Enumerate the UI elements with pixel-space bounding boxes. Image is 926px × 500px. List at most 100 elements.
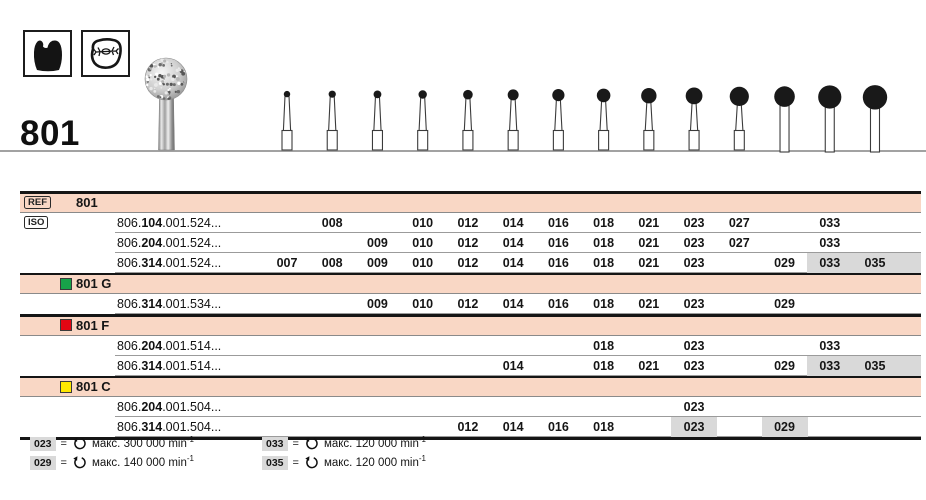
size-cell: 018: [581, 336, 627, 356]
size-cell: 033: [807, 233, 853, 253]
size-cell: 021: [626, 294, 672, 314]
iso-code-pre: 806.: [117, 216, 141, 230]
size-cell: 023: [671, 356, 717, 376]
size-cell: 033: [807, 253, 853, 273]
size-cell: 021: [626, 233, 672, 253]
size-cell: 016: [535, 253, 581, 273]
size-cell: 018: [581, 417, 627, 437]
iso-code-shank: 314: [141, 297, 162, 311]
size-cell: 029: [762, 294, 808, 314]
iso-code-row: 806.204.001.504... 023: [20, 397, 921, 417]
rotation-speed-icon: [72, 456, 87, 471]
size-cell: 014: [490, 294, 536, 314]
size-cell: 033: [807, 356, 853, 376]
catalog-page: 801 REF 801 ISO 806.: [0, 0, 926, 500]
iso-code-row: 806.204.001.514... 018 023 033: [20, 336, 921, 356]
size-cell: 033: [807, 336, 853, 356]
speed-value: макс. 120 000 min: [324, 438, 419, 450]
iso-code-shank: 314: [141, 256, 162, 270]
iso-code-post: .001.514...: [162, 339, 221, 353]
bur-icon: [818, 85, 841, 152]
section-title: 801 C: [76, 378, 111, 396]
size-cell: 009: [354, 233, 400, 253]
legend-item: 023 = макс. 300 000 min-1: [30, 436, 194, 452]
iso-code-row: ISO 806.104.001.524... 008 010 012 014 016 018 0…: [20, 213, 921, 233]
size-cell: 027: [716, 233, 762, 253]
size-cell: 012: [445, 417, 491, 437]
size-cell: 012: [445, 294, 491, 314]
equals-sign: =: [61, 438, 67, 450]
iso-code-row: 806.314.001.534... 009 010 012 014 016 018 021 0…: [20, 294, 921, 314]
size-cell: 021: [626, 356, 672, 376]
bur-icon: [774, 86, 795, 152]
size-cell: 023: [671, 336, 717, 356]
bur-icon: [508, 89, 519, 150]
iso-code-post: .001.524...: [162, 256, 221, 270]
size-cell: 009: [354, 294, 400, 314]
size-cell: 023: [671, 233, 717, 253]
speed-text: макс. 300 000 min-1: [92, 438, 194, 450]
speed-exponent: -1: [187, 454, 194, 463]
iso-code-shank: 204: [141, 339, 162, 353]
iso-code-row: 806.314.001.524... 007 008 009 010 012 014 016 0…: [20, 253, 921, 273]
iso-code-post: .001.504...: [162, 400, 221, 414]
size-cell: 021: [626, 253, 672, 273]
bur-icon: [597, 89, 611, 150]
iso-code-post: .001.534...: [162, 297, 221, 311]
speed-value: макс. 120 000 min: [324, 457, 419, 469]
grit-color-swatch: [60, 319, 72, 331]
size-cell: 023: [671, 294, 717, 314]
iso-code: 806.314.001.534...: [117, 294, 221, 314]
size-cell: 033: [807, 213, 853, 233]
speed-exponent: -1: [187, 435, 194, 444]
size-cell: 027: [716, 213, 762, 233]
equals-sign: =: [293, 457, 299, 469]
size-cell: 010: [400, 233, 446, 253]
iso-code-pre: 806.: [117, 359, 141, 373]
bur-icon: [641, 88, 656, 150]
iso-code: 806.314.001.504...: [117, 417, 221, 437]
size-cell: 008: [309, 213, 355, 233]
speed-exponent: -1: [419, 454, 426, 463]
iso-code: 806.204.001.504...: [117, 397, 221, 417]
size-cell: 029: [762, 417, 808, 437]
speed-value: макс. 140 000 min: [92, 457, 187, 469]
grit-color-swatch: [60, 278, 72, 290]
size-cell: 029: [762, 356, 808, 376]
size-cell: 010: [400, 253, 446, 273]
iso-code-row: 806.204.001.524... 009 010 012 014 016 018 021 0…: [20, 233, 921, 253]
size-cell: 008: [309, 253, 355, 273]
size-cell: 023: [671, 213, 717, 233]
size-table: REF 801 ISO 806.104.001.524... 008 010 012 014 0…: [20, 191, 921, 440]
equals-sign: =: [293, 438, 299, 450]
bur-icon: [686, 88, 703, 151]
size-cell: 014: [490, 253, 536, 273]
size-cell: 009: [354, 253, 400, 273]
size-chip: 035: [262, 456, 288, 470]
size-chip: 029: [30, 456, 56, 470]
iso-code-row: 806.314.001.514... 014 018 021 023 029 033 035: [20, 356, 921, 376]
speed-text: макс. 140 000 min-1: [92, 457, 194, 469]
iso-code: 806.314.001.514...: [117, 356, 221, 376]
size-cell: 035: [852, 253, 898, 273]
bur-icon: [463, 90, 473, 150]
iso-code-pre: 806.: [117, 256, 141, 270]
section-header-row: 801 G: [20, 275, 921, 294]
size-cell: 029: [762, 253, 808, 273]
legend-item: 029 = макс. 140 000 min-1: [30, 455, 194, 471]
iso-code: 806.204.001.514...: [117, 336, 221, 356]
iso-code-shank: 314: [141, 359, 162, 373]
speed-value: макс. 300 000 min: [92, 438, 187, 450]
size-cell: 016: [535, 233, 581, 253]
grit-color-swatch: [60, 381, 72, 393]
rotation-speed-icon: [304, 437, 319, 452]
equals-sign: =: [61, 457, 67, 469]
speed-legend: 023 = макс. 300 000 min-1 029 = макс. 140 000…: [30, 436, 630, 476]
bur-size-icons: [282, 85, 887, 152]
legend-item: 033 = макс. 120 000 min-1: [262, 436, 426, 452]
size-cell: 018: [581, 213, 627, 233]
size-cell: 023: [671, 253, 717, 273]
iso-code-row: 806.314.001.504... 012 014 016 018 023 029: [20, 417, 921, 437]
iso-code: 806.314.001.524...: [117, 253, 221, 273]
size-cell: 010: [400, 294, 446, 314]
